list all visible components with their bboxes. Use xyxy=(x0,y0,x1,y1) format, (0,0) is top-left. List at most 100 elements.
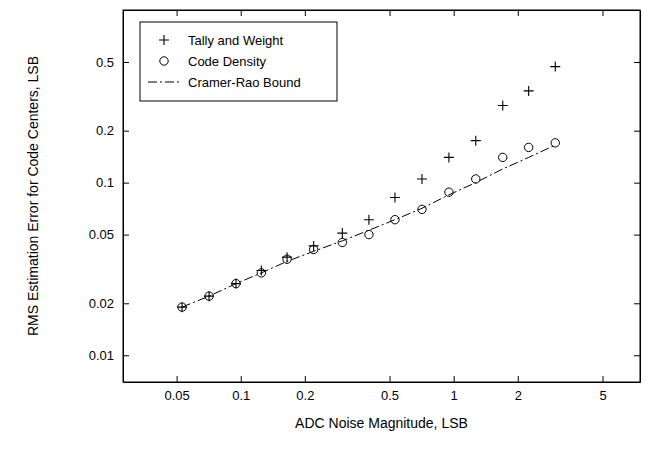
marker-shape xyxy=(178,303,186,311)
legend-entry: Code Density xyxy=(160,54,267,69)
x-axis-top-line xyxy=(124,10,641,11)
tick: 0.5 xyxy=(381,376,399,403)
tick-label: 0.1 xyxy=(232,388,250,403)
point xyxy=(551,139,559,147)
tick-mark xyxy=(177,10,178,16)
legend: Tally and Weight Code Density Cramer-Rao B… xyxy=(140,22,337,101)
legend-swatch xyxy=(148,82,180,83)
point xyxy=(309,241,319,251)
point xyxy=(391,215,399,223)
point xyxy=(283,255,291,263)
tick: 0.05 xyxy=(164,376,189,403)
x-axis-top xyxy=(124,10,641,16)
tick-label: 2 xyxy=(515,388,522,403)
tick-mark xyxy=(123,355,129,356)
marker-shape xyxy=(390,193,400,203)
tick xyxy=(603,10,604,16)
tick-mark xyxy=(634,235,640,236)
tick xyxy=(634,355,640,356)
tick xyxy=(390,10,391,16)
tick-label: 0.02 xyxy=(89,296,114,311)
tick xyxy=(518,10,519,16)
tick-mark xyxy=(454,376,455,382)
line xyxy=(182,145,555,307)
tick-mark xyxy=(390,376,391,382)
point xyxy=(472,175,480,183)
marker-shape xyxy=(391,215,399,223)
marker-shape xyxy=(177,302,187,312)
tick-mark xyxy=(123,235,129,236)
tick-mark xyxy=(634,183,640,184)
tick-mark xyxy=(454,10,455,16)
tick-mark xyxy=(123,62,129,63)
marker-shape xyxy=(471,136,481,146)
tick: 0.05 xyxy=(89,227,129,242)
marker-shape xyxy=(159,35,169,45)
marker-shape xyxy=(283,255,291,263)
tick-label: 1 xyxy=(451,388,458,403)
tick-label: 0.05 xyxy=(89,227,114,242)
x-axis-title: ADC Noise Magnitude, LSB xyxy=(295,415,468,431)
legend-entry: Cramer-Rao Bound xyxy=(148,75,301,90)
tick-mark xyxy=(241,376,242,382)
point xyxy=(365,230,373,238)
legend-swatch xyxy=(159,35,169,45)
y-axis: 0.01 0.02 0.05 0.1 0.2 0.5 xyxy=(89,11,129,383)
tick-mark xyxy=(177,376,178,382)
tick-label: 5 xyxy=(599,388,606,403)
tick: 5 xyxy=(599,376,606,403)
tick-mark xyxy=(241,10,242,16)
tick xyxy=(454,10,455,16)
tick-label: 0.01 xyxy=(89,348,114,363)
tick-label: 0.5 xyxy=(381,388,399,403)
marker-shape xyxy=(365,230,373,238)
marker-shape xyxy=(417,174,427,184)
point xyxy=(417,174,427,184)
series xyxy=(182,145,555,307)
marker-shape xyxy=(551,139,559,147)
tick: 0.01 xyxy=(89,348,129,363)
legend-entry: Tally and Weight xyxy=(159,33,284,48)
point xyxy=(498,100,508,110)
point xyxy=(177,302,187,312)
tick xyxy=(634,62,640,63)
plot-frame xyxy=(123,10,640,382)
point xyxy=(364,215,374,225)
tick-label: 0.5 xyxy=(96,55,114,70)
legend-label: Code Density xyxy=(188,54,267,69)
tick xyxy=(177,10,178,16)
series xyxy=(178,139,560,312)
legend-box xyxy=(140,22,337,101)
tick-mark xyxy=(634,355,640,356)
marker-shape xyxy=(444,152,454,162)
tick: 0.2 xyxy=(96,123,129,138)
point xyxy=(390,193,400,203)
tick-mark xyxy=(305,10,306,16)
chart: 0.05 0.1 0.2 0.5 1 2 5 0.01 0.02 0.05 0.1 0.2 0.5 Tal… xyxy=(0,0,656,450)
tick-mark xyxy=(634,62,640,63)
marker-shape xyxy=(550,62,560,72)
tick-mark xyxy=(518,376,519,382)
tick: 0.5 xyxy=(96,55,129,70)
tick: 0.2 xyxy=(296,376,314,403)
point xyxy=(524,86,534,96)
tick: 0.1 xyxy=(96,175,129,190)
tick xyxy=(241,10,242,16)
tick-mark xyxy=(518,10,519,16)
tick xyxy=(305,10,306,16)
tick-mark xyxy=(390,10,391,16)
legend-label: Tally and Weight xyxy=(188,33,284,48)
marker-shape xyxy=(364,215,374,225)
point xyxy=(444,152,454,162)
marker-shape xyxy=(472,175,480,183)
tick-label: 0.2 xyxy=(296,388,314,403)
y-axis-right xyxy=(634,11,641,383)
tick: 0.02 xyxy=(89,296,129,311)
tick-label: 0.05 xyxy=(164,388,189,403)
point xyxy=(499,153,507,161)
tick xyxy=(634,183,640,184)
x-axis-line xyxy=(124,382,641,383)
tick-mark xyxy=(123,131,129,132)
marker-shape xyxy=(498,100,508,110)
tick-mark xyxy=(123,183,129,184)
